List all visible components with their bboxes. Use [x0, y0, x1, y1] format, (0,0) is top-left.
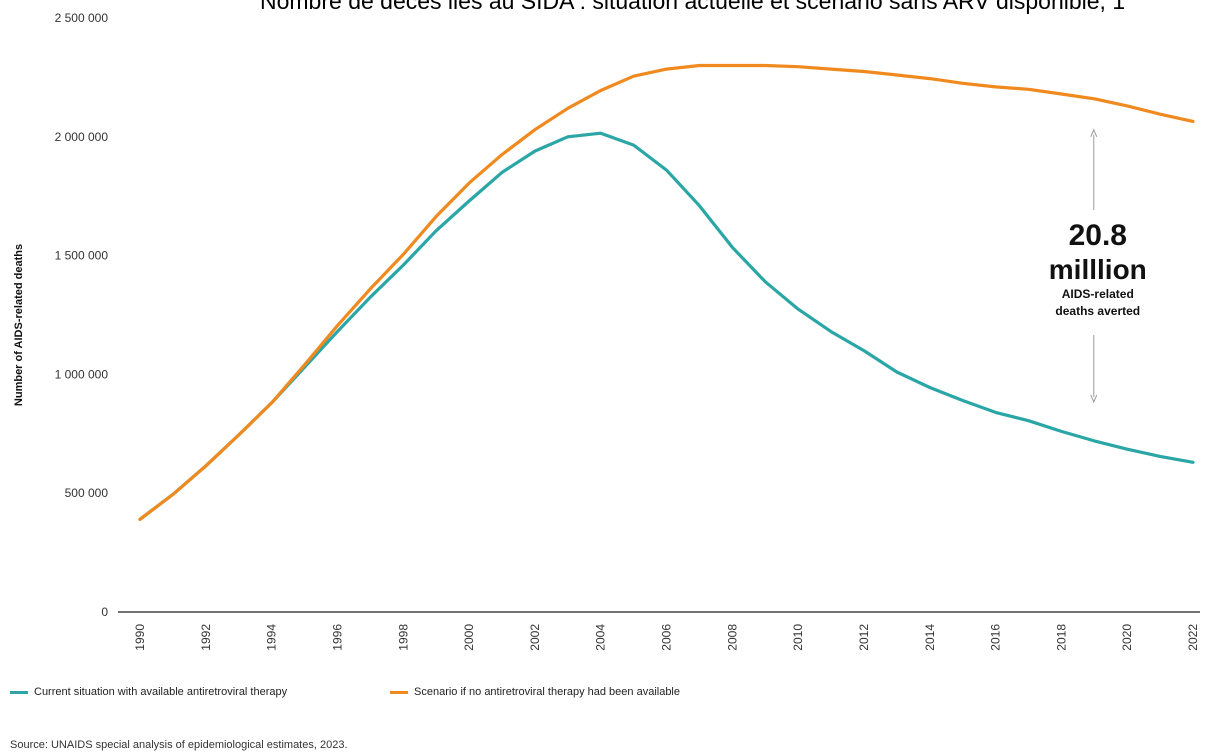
annotation-value: 20.8: [1069, 219, 1127, 252]
x-tick-label: 2018: [1054, 624, 1068, 651]
x-tick-label: 2008: [725, 624, 739, 651]
x-tick-label: 1996: [330, 624, 344, 651]
legend-item-scenario: Scenario if no antiretroviral therapy ha…: [390, 686, 680, 698]
x-tick-label: 2006: [660, 624, 674, 651]
x-tick-label: 2016: [989, 624, 1003, 651]
annotation-arrow-up: [1090, 128, 1098, 137]
chart-title: Nombre de décès liés au SIDA : situation…: [260, 0, 1126, 14]
x-tick-label: 2020: [1120, 624, 1134, 651]
x-tick-label: 2000: [462, 624, 476, 651]
legend-swatch-scenario: [390, 690, 408, 694]
source-note: Source: UNAIDS special analysis of epide…: [10, 739, 348, 751]
annotation-arrow-down: [1090, 394, 1098, 404]
y-axis-title: Number of AIDS-related deaths: [13, 244, 25, 406]
legend-swatch-current: [10, 690, 28, 694]
y-tick-label: 500 000: [65, 486, 109, 500]
annotation-line2: deaths averted: [1055, 304, 1140, 318]
legend-label-current: Current situation with available antiret…: [34, 686, 288, 698]
x-tick-label: 2002: [528, 624, 542, 651]
y-tick-label: 1 500 000: [55, 249, 109, 263]
x-tick-label: 2012: [857, 624, 871, 651]
y-tick-label: 1 000 000: [55, 367, 109, 381]
y-tick-label: 2 000 000: [55, 130, 109, 144]
legend-label-scenario: Scenario if no antiretroviral therapy ha…: [414, 686, 680, 698]
x-tick-label: 1998: [396, 624, 410, 651]
x-tick-label: 1994: [265, 624, 279, 651]
x-tick-label: 2022: [1186, 624, 1200, 651]
y-tick-label: 2 500 000: [55, 11, 109, 25]
x-tick-label: 2014: [923, 624, 937, 651]
legend-item-current: Current situation with available antiret…: [10, 686, 287, 698]
series-line-scenario: [138, 63, 1195, 521]
x-tick-label: 1990: [133, 624, 147, 651]
annotation-line1: AIDS-related: [1062, 287, 1134, 301]
annotation-unit: milllion: [1049, 254, 1147, 285]
x-tick-label: 1992: [199, 624, 213, 651]
series-line-current: [138, 131, 1195, 521]
x-tick-label: 2010: [791, 624, 805, 651]
x-tick-label: 2004: [594, 624, 608, 651]
y-tick-label: 0: [101, 605, 108, 619]
